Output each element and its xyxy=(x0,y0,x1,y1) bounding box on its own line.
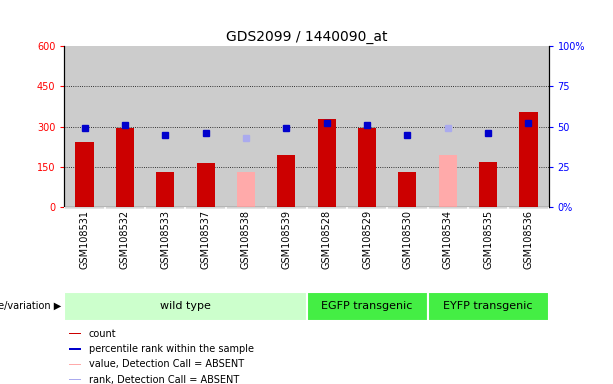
Text: wild type: wild type xyxy=(160,301,211,311)
Bar xyxy=(156,172,174,207)
Text: EGFP transgenic: EGFP transgenic xyxy=(321,301,413,311)
Bar xyxy=(398,172,416,207)
Text: GSM108533: GSM108533 xyxy=(160,210,170,269)
Text: GSM108532: GSM108532 xyxy=(120,210,130,269)
Bar xyxy=(479,162,497,207)
Bar xyxy=(197,163,215,207)
Bar xyxy=(69,348,82,350)
Bar xyxy=(306,292,428,321)
Text: percentile rank within the sample: percentile rank within the sample xyxy=(88,344,254,354)
Text: GSM108536: GSM108536 xyxy=(524,210,533,269)
Bar xyxy=(69,333,82,334)
Bar xyxy=(277,155,295,207)
Bar xyxy=(75,141,94,207)
Text: genotype/variation ▶: genotype/variation ▶ xyxy=(0,301,61,311)
Text: GSM108530: GSM108530 xyxy=(402,210,413,269)
Text: GSM108538: GSM108538 xyxy=(241,210,251,269)
Text: GSM108528: GSM108528 xyxy=(322,210,332,269)
Bar xyxy=(358,128,376,207)
Text: GSM108531: GSM108531 xyxy=(80,210,89,269)
Text: GSM108535: GSM108535 xyxy=(483,210,493,269)
Text: GSM108539: GSM108539 xyxy=(281,210,291,269)
Bar xyxy=(64,292,306,321)
Bar xyxy=(519,112,538,207)
Bar xyxy=(318,119,336,207)
Title: GDS2099 / 1440090_at: GDS2099 / 1440090_at xyxy=(226,30,387,44)
Text: GSM108537: GSM108537 xyxy=(200,210,211,269)
Text: GSM108529: GSM108529 xyxy=(362,210,372,269)
Bar xyxy=(69,379,82,381)
Bar xyxy=(237,172,255,207)
Text: GSM108534: GSM108534 xyxy=(443,210,453,269)
Text: count: count xyxy=(88,329,116,339)
Bar xyxy=(116,128,134,207)
Text: EYFP transgenic: EYFP transgenic xyxy=(443,301,533,311)
Text: rank, Detection Call = ABSENT: rank, Detection Call = ABSENT xyxy=(88,375,239,384)
Bar xyxy=(427,292,549,321)
Bar xyxy=(69,364,82,365)
Text: value, Detection Call = ABSENT: value, Detection Call = ABSENT xyxy=(88,359,244,369)
Bar xyxy=(439,155,457,207)
